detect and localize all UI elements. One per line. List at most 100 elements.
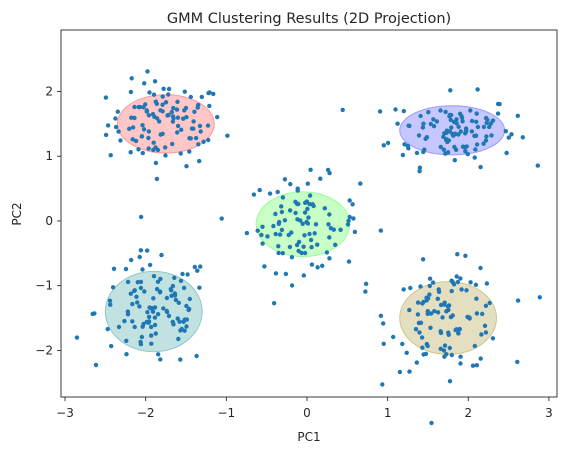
data-point: [434, 119, 440, 124]
data-point: [103, 95, 109, 100]
data-point: [428, 121, 433, 127]
data-points: [74, 69, 542, 426]
y-tick-label: 1: [45, 149, 53, 163]
data-point: [151, 296, 156, 301]
plot-frame: [60, 29, 558, 398]
data-point: [472, 133, 477, 139]
data-point: [111, 266, 117, 271]
data-point: [460, 144, 466, 149]
data-point: [442, 343, 448, 348]
data-point: [141, 127, 147, 132]
data-point: [166, 92, 171, 97]
data-point: [211, 91, 216, 97]
data-point: [136, 104, 141, 110]
data-point: [302, 210, 308, 215]
data-point: [151, 92, 157, 97]
data-point: [302, 250, 308, 256]
data-point: [160, 131, 165, 136]
data-point: [445, 304, 451, 309]
data-point: [113, 124, 119, 130]
data-point: [406, 146, 411, 151]
y-axis-label: PC2: [10, 202, 24, 225]
data-point: [257, 187, 262, 193]
data-point: [109, 343, 114, 349]
data-point: [103, 132, 109, 138]
data-point: [438, 144, 443, 150]
data-point: [470, 363, 476, 368]
data-point: [418, 284, 423, 289]
data-point: [420, 257, 426, 262]
data-point: [482, 323, 488, 328]
data-point: [322, 206, 327, 211]
data-point: [151, 274, 157, 279]
data-point: [176, 300, 181, 305]
data-point: [425, 343, 430, 349]
data-point: [170, 114, 176, 119]
data-point: [146, 129, 152, 134]
data-point: [506, 135, 511, 140]
data-point: [139, 134, 145, 139]
data-point: [483, 330, 489, 335]
data-point: [397, 369, 403, 375]
data-point: [324, 250, 330, 255]
data-point: [503, 129, 508, 134]
data-point: [145, 248, 150, 253]
data-point: [381, 341, 386, 346]
data-point: [93, 362, 99, 368]
data-point: [187, 149, 192, 154]
data-point: [421, 149, 426, 155]
data-point: [194, 353, 199, 359]
data-point: [474, 296, 479, 301]
data-point: [459, 114, 464, 119]
data-point: [459, 287, 464, 292]
data-point: [145, 310, 150, 315]
data-point: [155, 279, 161, 284]
data-point: [407, 123, 412, 129]
data-point: [429, 420, 434, 426]
data-point: [151, 140, 156, 145]
data-point: [469, 118, 475, 124]
x-tick-label: −2: [137, 406, 155, 420]
data-point: [309, 262, 315, 267]
data-point: [130, 137, 135, 142]
data-point: [306, 215, 311, 220]
data-point: [431, 117, 436, 122]
data-point: [166, 313, 172, 319]
data-point: [300, 221, 305, 226]
data-point: [130, 125, 136, 130]
data-point: [171, 105, 176, 111]
data-point: [346, 218, 351, 223]
data-point: [149, 341, 154, 346]
data-point: [474, 119, 479, 125]
data-point: [147, 262, 153, 268]
data-point: [164, 309, 170, 315]
data-point: [474, 142, 480, 147]
data-point: [90, 311, 95, 317]
data-point: [312, 231, 317, 236]
data-point: [452, 131, 458, 136]
data-point: [154, 176, 160, 182]
data-point: [187, 296, 192, 302]
y-tick-label: 2: [45, 84, 53, 98]
data-point: [276, 244, 281, 249]
y-tick-label: −2: [35, 343, 53, 357]
data-point: [259, 232, 264, 238]
data-point: [124, 352, 129, 357]
data-point: [326, 222, 331, 227]
data-point: [184, 115, 189, 120]
data-point: [420, 125, 426, 130]
data-point: [128, 150, 133, 155]
data-point: [163, 145, 168, 150]
data-point: [267, 191, 273, 196]
data-point: [283, 271, 289, 277]
data-point: [165, 113, 170, 118]
data-point: [191, 119, 196, 124]
data-point: [515, 113, 520, 119]
data-point: [480, 311, 485, 317]
data-point: [438, 108, 443, 113]
data-point: [149, 333, 154, 338]
data-point: [195, 268, 200, 273]
data-point: [161, 306, 166, 311]
data-point: [125, 279, 131, 285]
